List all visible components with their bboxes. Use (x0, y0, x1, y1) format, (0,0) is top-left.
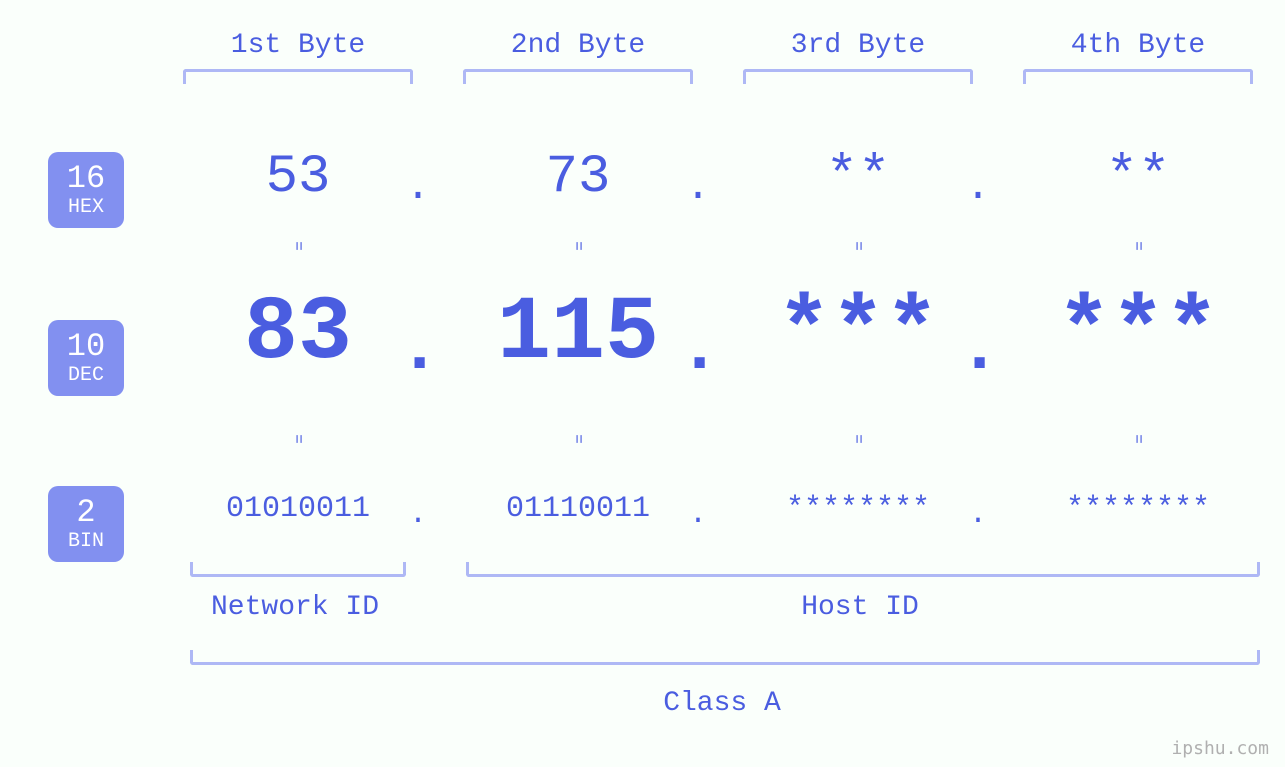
byte-header-2: 2nd Byte (463, 30, 693, 84)
dec-dot-3: . (958, 308, 998, 390)
byte-header-bracket (743, 69, 973, 84)
base-badge-bin: 2BIN (48, 486, 124, 562)
bin-byte-4: ******** (998, 492, 1278, 526)
hex-dot-3: . (958, 163, 998, 211)
byte-header-label: 3rd Byte (743, 30, 973, 61)
byte-header-label: 1st Byte (183, 30, 413, 61)
byte-header-1: 1st Byte (183, 30, 413, 84)
badge-label: HEX (48, 197, 124, 218)
badge-number: 2 (48, 496, 124, 530)
dec-dot-2: . (678, 308, 718, 390)
equals-1-3: = (849, 226, 867, 266)
hex-byte-1: 53 (158, 147, 438, 208)
network-id-label: Network ID (190, 592, 400, 623)
bin-byte-1: 01010011 (158, 492, 438, 526)
badge-label: DEC (48, 365, 124, 386)
byte-header-bracket (463, 69, 693, 84)
host-id-bracket (466, 562, 1260, 577)
network-id-bracket (190, 562, 406, 577)
dec-dot-1: . (398, 308, 438, 390)
hex-byte-2: 73 (438, 147, 718, 208)
host-id-label: Host ID (466, 592, 1254, 623)
byte-header-label: 4th Byte (1023, 30, 1253, 61)
byte-header-3: 3rd Byte (743, 30, 973, 84)
equals-2-2: = (569, 419, 587, 459)
byte-header-bracket (1023, 69, 1253, 84)
equals-1-4: = (1129, 226, 1147, 266)
equals-1-1: = (289, 226, 307, 266)
bin-byte-2: 01110011 (438, 492, 718, 526)
watermark: ipshu.com (1171, 738, 1269, 759)
byte-header-label: 2nd Byte (463, 30, 693, 61)
badge-number: 16 (48, 162, 124, 196)
base-badge-dec: 10DEC (48, 320, 124, 396)
hex-dot-2: . (678, 163, 718, 211)
equals-2-4: = (1129, 419, 1147, 459)
class-bracket (190, 650, 1260, 665)
hex-dot-1: . (398, 163, 438, 211)
dec-byte-4: *** (998, 283, 1278, 385)
dec-byte-1: 83 (158, 283, 438, 385)
byte-header-4: 4th Byte (1023, 30, 1253, 84)
badge-label: BIN (48, 531, 124, 552)
base-badge-hex: 16HEX (48, 152, 124, 228)
bin-byte-3: ******** (718, 492, 998, 526)
hex-byte-4: ** (998, 147, 1278, 208)
dec-byte-3: *** (718, 283, 998, 385)
equals-2-3: = (849, 419, 867, 459)
equals-1-2: = (569, 226, 587, 266)
dec-byte-2: 115 (438, 283, 718, 385)
bin-dot-3: . (958, 498, 998, 532)
equals-2-1: = (289, 419, 307, 459)
byte-header-bracket (183, 69, 413, 84)
hex-byte-3: ** (718, 147, 998, 208)
bin-dot-1: . (398, 498, 438, 532)
bin-dot-2: . (678, 498, 718, 532)
class-label: Class A (190, 688, 1254, 719)
badge-number: 10 (48, 330, 124, 364)
